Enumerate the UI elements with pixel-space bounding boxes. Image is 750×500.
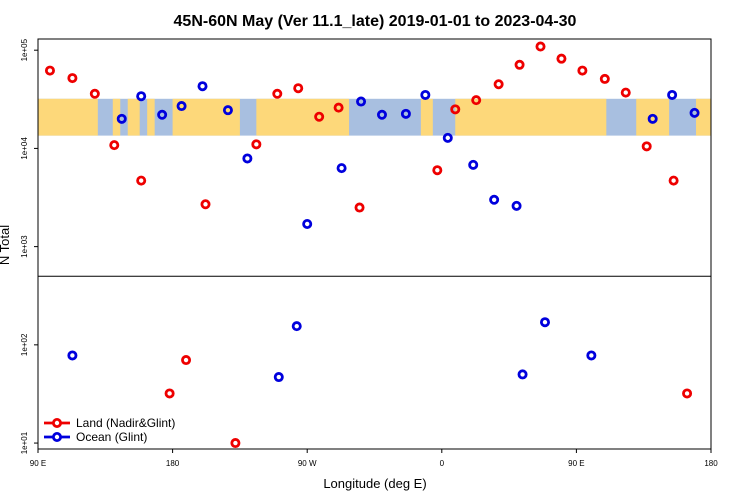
land-point <box>668 175 679 186</box>
ocean-point <box>197 81 208 92</box>
land-band-segment <box>420 98 433 136</box>
land-band-segment <box>455 98 607 136</box>
ocean-point <box>273 372 284 383</box>
ocean-point <box>356 96 367 107</box>
land-point <box>293 83 304 94</box>
land-point <box>682 388 693 399</box>
land-point <box>314 111 325 122</box>
land-band-segment <box>696 98 711 136</box>
x-tick-label: 0 <box>440 459 445 468</box>
land-point <box>354 202 365 213</box>
land-point <box>577 65 588 76</box>
ocean-point <box>222 105 233 116</box>
x-tick-label: 180 <box>166 459 180 468</box>
land-point <box>89 88 100 99</box>
ocean-point <box>291 321 302 332</box>
ocean-point <box>336 163 347 174</box>
ocean-point <box>420 89 431 100</box>
land-band-segment <box>38 98 98 136</box>
ocean-point <box>647 113 658 124</box>
legend-ocean-marker <box>52 431 63 442</box>
land-point <box>333 102 344 113</box>
ocean-point <box>136 91 147 102</box>
ocean-point <box>242 153 253 164</box>
ocean-point <box>539 317 550 328</box>
y-tick-label: 1e+01 <box>20 431 29 454</box>
y-tick-label: 1e+02 <box>20 333 29 356</box>
ocean-point <box>400 108 411 119</box>
land-band-segment <box>636 98 670 136</box>
ocean-point <box>67 350 78 361</box>
land-point <box>164 388 175 399</box>
legend-land-marker <box>52 417 63 428</box>
land-point <box>44 65 55 76</box>
legend-land-label: Land (Nadir&Glint) <box>76 416 175 430</box>
land-point <box>620 87 631 98</box>
land-point <box>471 95 482 106</box>
axes: 90 E 180 90 W 0 90 E 180 1e+01 1e+02 1e+03 1e+04 1… <box>20 38 718 468</box>
ocean-point <box>376 109 387 120</box>
y-tick-label: 1e+05 <box>20 38 29 61</box>
x-tick-label: 90 W <box>298 459 317 468</box>
land-band-segment <box>172 98 240 136</box>
legend: Land (Nadir&Glint)Ocean (Glint) <box>44 416 175 444</box>
data-points <box>44 41 700 449</box>
land-point <box>230 438 241 449</box>
land-band-segment <box>256 98 350 136</box>
ocean-point <box>586 350 597 361</box>
land-point <box>200 199 211 210</box>
ocean-point <box>302 218 313 229</box>
land-band-segment <box>147 98 155 136</box>
y-tick-label: 1e+04 <box>20 137 29 160</box>
land-point <box>556 53 567 64</box>
x-tick-label: 180 <box>704 459 718 468</box>
latitude-band <box>38 98 711 136</box>
land-point <box>432 165 443 176</box>
land-band-segment <box>127 98 140 136</box>
land-point <box>514 59 525 70</box>
land-point <box>450 104 461 115</box>
ocean-point <box>116 113 127 124</box>
land-point <box>181 355 192 366</box>
y-tick-label: 1e+03 <box>20 235 29 258</box>
land-point <box>641 141 652 152</box>
land-point <box>136 175 147 186</box>
ocean-point <box>442 132 453 143</box>
x-tick-label: 90 E <box>30 459 46 468</box>
land-point <box>535 41 546 52</box>
land-point <box>67 73 78 84</box>
land-point <box>493 79 504 90</box>
land-point <box>272 88 283 99</box>
ocean-point <box>176 101 187 112</box>
x-tick-label: 90 E <box>568 459 584 468</box>
ocean-point <box>517 369 528 380</box>
land-point <box>599 73 610 84</box>
x-axis-title: Longitude (deg E) <box>323 476 426 491</box>
ocean-point <box>157 109 168 120</box>
plot-frame <box>37 38 712 450</box>
land-band-segment <box>112 98 121 136</box>
ocean-point <box>689 107 700 118</box>
land-point <box>251 139 262 150</box>
legend-ocean-label: Ocean (Glint) <box>76 430 147 444</box>
ocean-point <box>468 159 479 170</box>
ocean-point <box>511 200 522 211</box>
land-point <box>109 140 120 151</box>
ocean-point <box>667 89 678 100</box>
chart-title: 45N-60N May (Ver 11.1_late) 2019-01-01 t… <box>174 13 577 30</box>
y-axis-title: N Total <box>0 225 12 265</box>
ocean-point <box>489 194 500 205</box>
